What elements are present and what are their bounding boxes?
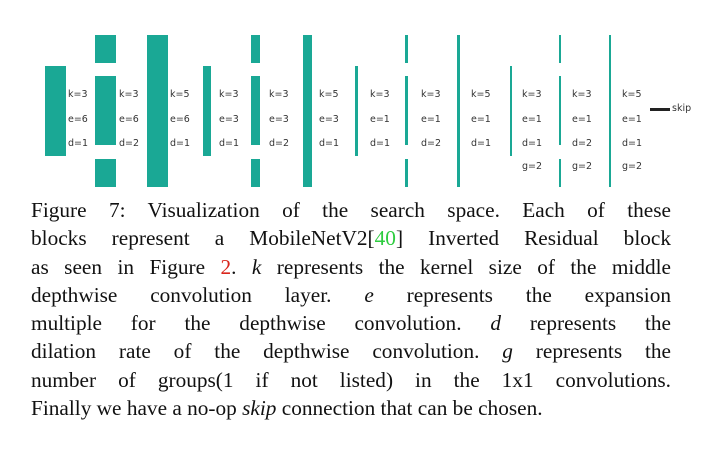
block-param-label: e=1 xyxy=(471,114,491,125)
block-param-label: k=5 xyxy=(471,89,491,100)
caption-line: Finally we have a no-op skip connection … xyxy=(31,396,543,421)
block-layer-bar xyxy=(510,66,512,156)
figure-reference-link[interactable]: 2 xyxy=(220,254,232,279)
caption-line: Figure 7: Visualization of the search sp… xyxy=(31,198,671,222)
block-param-label: k=3 xyxy=(119,89,139,100)
block-layer-bar xyxy=(251,35,260,63)
caption-line: dilation rate of the depthwise convoluti… xyxy=(31,339,671,364)
block-param-label: e=6 xyxy=(68,114,88,125)
block-param-label: e=3 xyxy=(319,114,339,125)
block-param-label: k=3 xyxy=(370,89,390,100)
block-layer-bar xyxy=(95,159,116,187)
caption-line: depthwise convolution layer. e represent… xyxy=(31,282,671,307)
search-space-figure: k=3 e=6 d=1 k=3 e=6 d=2 k=5 e=6 d=1 k=3 e=3 d=1 k=3 e… xyxy=(0,0,716,195)
block-param-label: e=1 xyxy=(370,114,390,125)
block-param-label: g=2 xyxy=(622,161,643,172)
block-param-label: d=1 xyxy=(370,138,391,149)
figure-caption: Figure 7: Visualization of the search sp… xyxy=(31,196,671,422)
block-param-label: k=3 xyxy=(522,89,542,100)
block-layer-bar xyxy=(405,76,408,145)
block-param-label: d=2 xyxy=(269,138,290,149)
skip-connection-bar xyxy=(650,108,670,111)
block-param-label: d=1 xyxy=(522,138,543,149)
block-param-label: d=1 xyxy=(471,138,492,149)
block-param-label: d=1 xyxy=(319,138,340,149)
block-param-label: g=2 xyxy=(522,161,543,172)
block-param-label: k=3 xyxy=(421,89,441,100)
block-param-label: e=1 xyxy=(421,114,441,125)
block-param-label: d=2 xyxy=(421,138,442,149)
block-param-label: e=1 xyxy=(622,114,642,125)
caption-line: multiple for the depthwise convolution. … xyxy=(31,311,672,336)
citation-link[interactable]: 40 xyxy=(374,226,396,251)
block-param-label: k=5 xyxy=(622,89,642,100)
block-layer-bar xyxy=(147,35,168,187)
block-param-label: d=2 xyxy=(119,138,140,149)
block-layer-bar xyxy=(251,76,260,145)
block-layer-bar xyxy=(95,76,116,145)
caption-line: number of groups(1 if not listed) in the… xyxy=(31,367,671,392)
block-param-label: d=1 xyxy=(68,138,89,149)
block-param-label: k=3 xyxy=(269,89,289,100)
block-param-label: e=6 xyxy=(170,114,190,125)
block-param-label: e=6 xyxy=(119,114,139,125)
block-param-label: e=1 xyxy=(522,114,542,125)
block-layer-bar xyxy=(251,159,260,187)
block-param-label: d=2 xyxy=(572,138,593,149)
block-param-label: d=1 xyxy=(170,138,191,149)
block-param-label: k=5 xyxy=(170,89,190,100)
block-param-label: e=3 xyxy=(269,114,289,125)
block-layer-bar xyxy=(95,35,116,63)
block-param-label: k=3 xyxy=(219,89,239,100)
block-param-label: g=2 xyxy=(572,161,593,172)
block-layer-bar xyxy=(45,66,66,156)
block-layer-bar xyxy=(405,35,408,63)
skip-label: skip xyxy=(672,103,692,114)
block-layer-bar xyxy=(355,66,358,156)
block-param-label: d=1 xyxy=(622,138,643,149)
block-param-label: k=5 xyxy=(319,89,339,100)
block-layer-bar xyxy=(303,35,312,187)
block-param-label: k=3 xyxy=(68,89,88,100)
block-layer-bar xyxy=(559,35,561,63)
block-layer-bar xyxy=(559,76,561,145)
block-layer-bar xyxy=(203,66,211,156)
caption-label: Figure 7: xyxy=(31,198,126,222)
block-param-label: k=3 xyxy=(572,89,592,100)
block-layer-bar xyxy=(405,159,408,187)
block-layer-bar xyxy=(457,35,460,187)
block-param-label: e=3 xyxy=(219,114,239,125)
caption-line: blocks represent a MobileNetV2[40] Inver… xyxy=(31,226,671,251)
block-layer-bar xyxy=(609,35,611,187)
block-param-label: d=1 xyxy=(219,138,240,149)
block-layer-bar xyxy=(559,159,561,187)
block-param-label: e=1 xyxy=(572,114,592,125)
caption-line: as seen in Figure 2. k represents the ke… xyxy=(31,254,671,279)
